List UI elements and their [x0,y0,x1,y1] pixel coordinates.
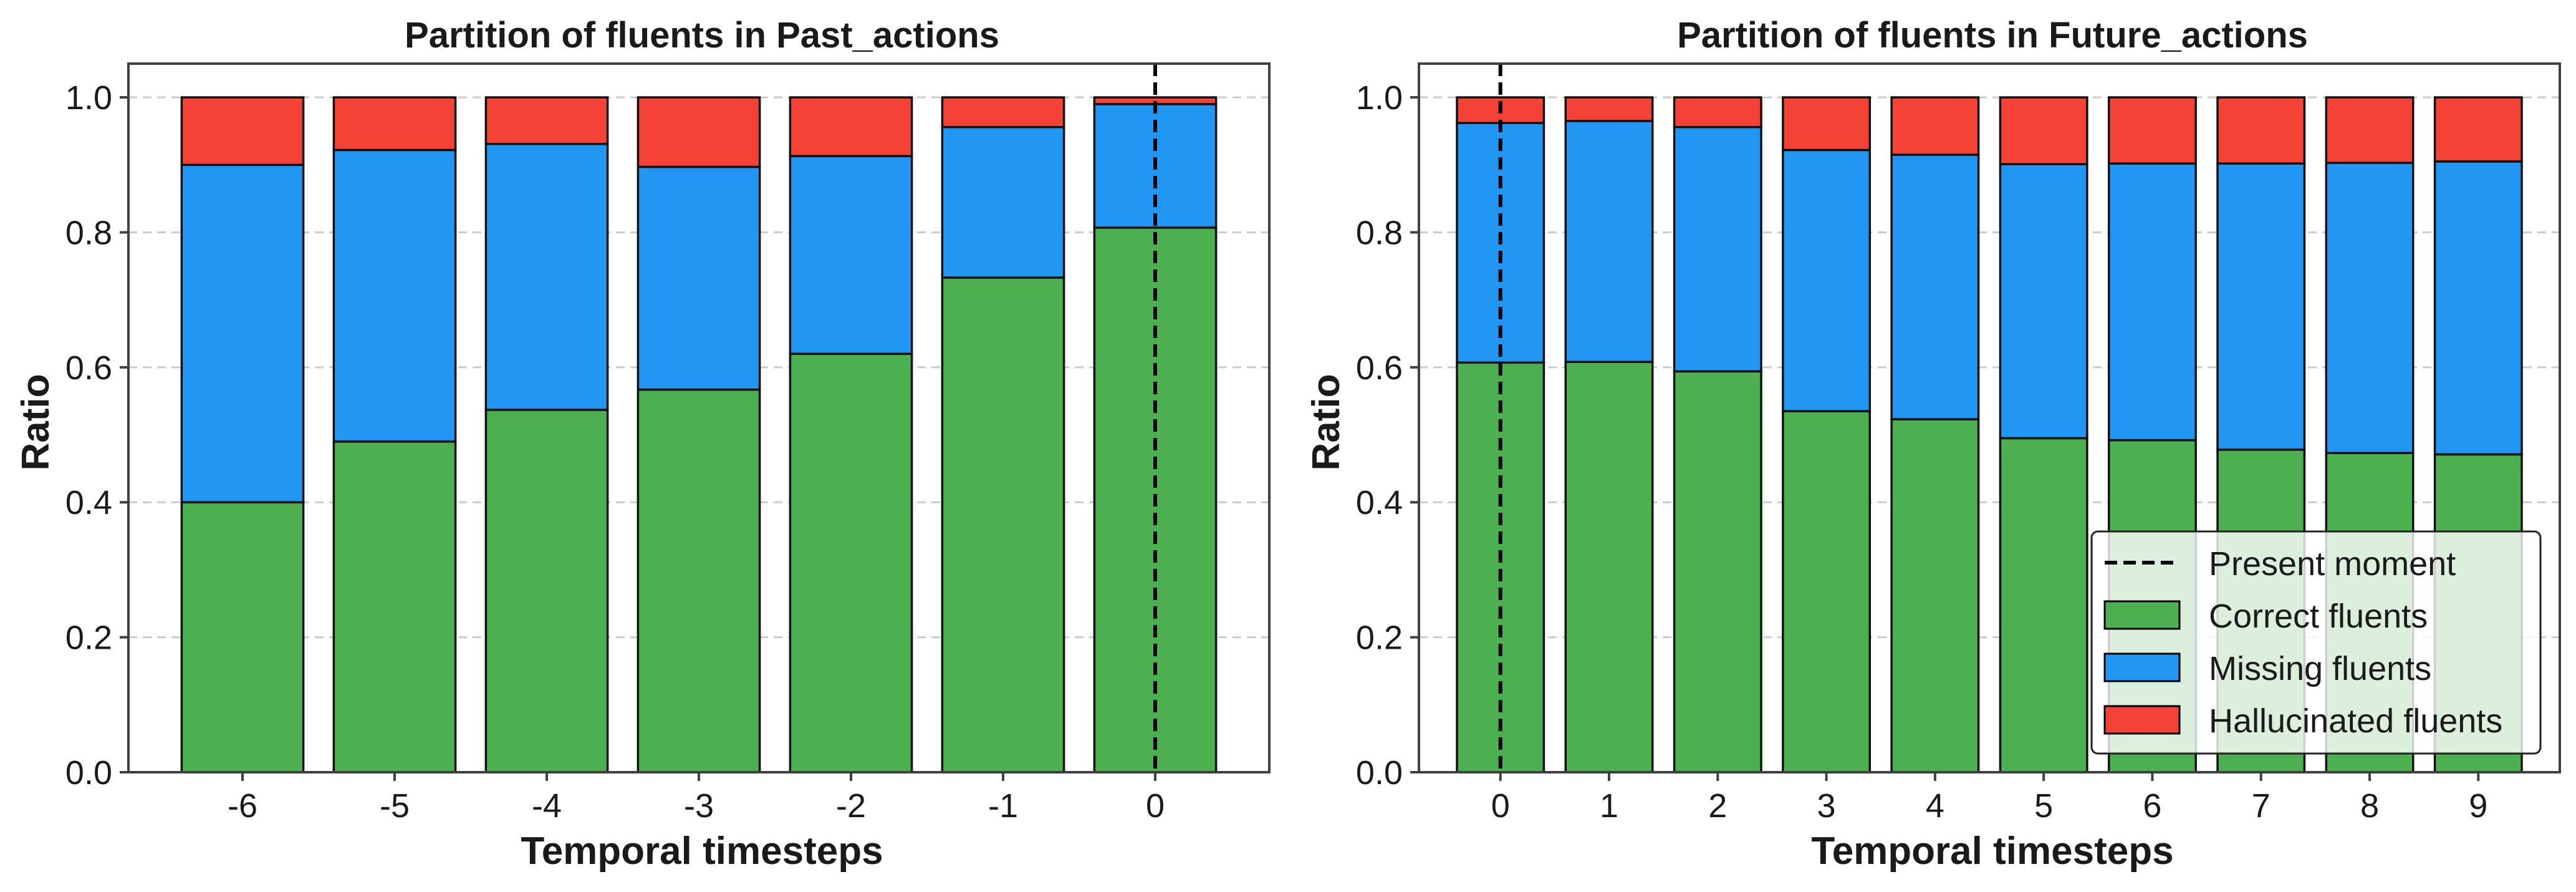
x-ticks: -6 -5 -4 -3 -2 -1 0 [228,772,1165,825]
legend-box [2090,530,2542,755]
bar-hallucinated [332,96,457,152]
bar-correct [1782,410,1872,773]
legend-present-label: Present moment [2209,545,2456,583]
bar-hallucinated [789,96,913,157]
x-tick-label: -3 [684,787,714,825]
x-tick-label: 3 [1817,787,1836,825]
bar-correct [180,501,305,773]
y-tick-label: 1.0 [1356,79,1403,117]
bar-missing [2433,160,2523,456]
past-actions-chart: Partition of fluents in Past_actions Tem… [14,15,1271,873]
bar-hallucinated [180,96,305,167]
y-tick-label: 0.0 [65,754,112,792]
x-tick-label: -2 [836,787,866,825]
bar-hallucinated [1782,96,1872,152]
bar-hallucinated [1673,96,1762,128]
bars [180,96,1218,773]
bar-correct [332,440,457,773]
legend-correct-swatch [2103,600,2181,630]
x-tick-label: -5 [380,787,410,825]
bar-hallucinated [1890,96,1980,156]
plot-frame [1418,62,2561,773]
bar-correct [1673,370,1762,773]
bar-correct [637,388,761,773]
bar-hallucinated [484,96,609,145]
y-tick-label: 0.4 [1356,484,1403,521]
bar-correct [1564,361,1654,773]
legend: Present moment Correct fluents Missing f… [2090,530,2542,755]
bar-missing [789,155,913,355]
x-tick-label: 9 [2469,787,2487,825]
bar-missing [2325,162,2415,455]
bar-missing [941,125,1065,279]
bar-hallucinated [2216,96,2306,165]
legend-missing-swatch [2103,652,2181,682]
x-axis-label: Temporal timesteps [1811,830,2173,873]
y-tick-label: 1.0 [65,79,112,117]
bar-missing [1673,125,1762,373]
legend-correct-label: Correct fluents [2209,598,2428,635]
bar-missing [2107,162,2197,442]
bar-hallucinated [2107,96,2197,165]
y-axis-label: Ratio [14,374,57,471]
bar-missing [1564,120,1654,363]
y-tick-label: 0.6 [65,349,112,387]
x-ticks: 0 1 2 3 4 5 6 7 8 9 [1491,772,2487,825]
bar-missing [1890,153,1980,420]
x-tick-label: -1 [988,787,1018,825]
plot-frame [127,62,1271,773]
bar-hallucinated [2325,96,2415,164]
chart-title: Partition of fluents in Future_actions [1677,15,2308,56]
chart-title: Partition of fluents in Past_actions [405,15,999,56]
bar-correct [1890,418,1980,773]
bar-correct [789,352,913,773]
x-tick-label: 5 [2034,787,2053,825]
bar-hallucinated [1564,96,1654,122]
x-tick-label: -4 [532,787,562,825]
x-tick-label: 6 [2143,787,2161,825]
y-tick-label: 0.8 [1356,214,1403,251]
bar-missing [484,142,609,411]
y-ticks: 0.0 0.2 0.4 0.6 0.8 1.0 [65,79,128,792]
y-tick-label: 0.8 [65,214,112,251]
y-tick-label: 0.4 [65,484,112,521]
bar-missing [1999,163,2088,440]
bar-hallucinated [1999,96,2088,165]
x-tick-label: 0 [1491,787,1510,825]
bar-missing [180,163,305,503]
bar-missing [2216,162,2306,451]
y-ticks: 0.0 0.2 0.4 0.6 0.8 1.0 [1356,79,1419,792]
y-axis-label: Ratio [1305,374,1348,471]
bar-hallucinated [637,96,761,168]
x-tick-label: 7 [2252,787,2271,825]
legend-hallucinated-swatch [2103,705,2181,735]
x-tick-label: -6 [228,787,257,825]
y-tick-label: 0.2 [65,619,112,657]
x-tick-label: 1 [1600,787,1618,825]
y-tick-label: 0.0 [1356,754,1403,792]
grid [128,96,1269,639]
legend-missing-label: Missing fluents [2209,650,2431,687]
bar-missing [637,165,761,391]
future-actions-chart: Partition of fluents in Future_actions T… [1305,15,2561,873]
bar-hallucinated [2433,96,2523,163]
y-tick-label: 0.2 [1356,619,1403,657]
legend-hallucinated-label: Hallucinated fluents [2209,702,2502,740]
x-tick-label: 2 [1708,787,1727,825]
x-tick-label: 4 [1926,787,1944,825]
y-tick-label: 0.6 [1356,349,1403,387]
x-axis-label: Temporal timesteps [521,830,883,873]
bar-missing [1782,148,1872,412]
bar-correct [1999,437,2088,773]
bar-correct [484,409,609,773]
bar-hallucinated [941,96,1065,128]
bar-missing [332,148,457,443]
bar-correct [941,276,1065,773]
x-tick-label: 0 [1146,787,1165,825]
x-tick-label: 8 [2360,787,2379,825]
